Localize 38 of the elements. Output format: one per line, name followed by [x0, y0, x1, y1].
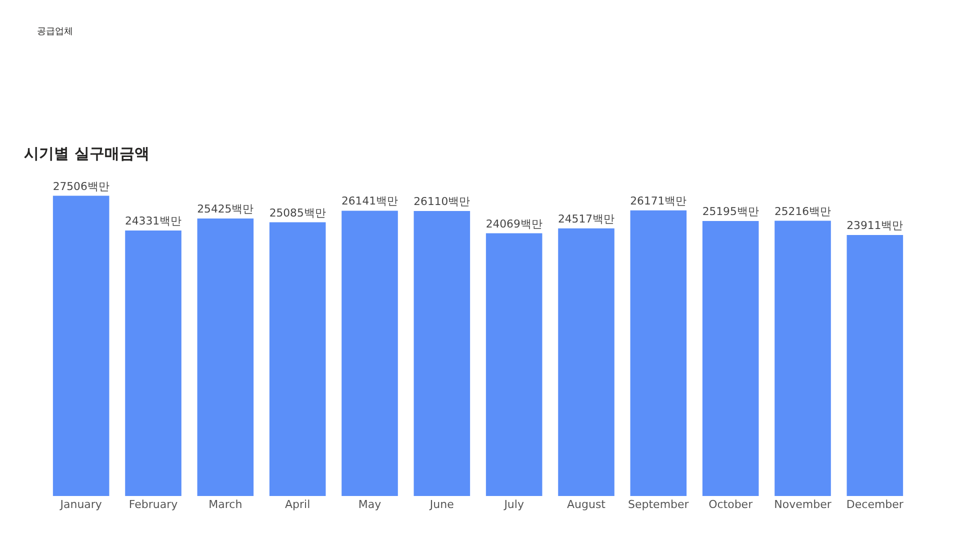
bar — [486, 233, 542, 496]
bar — [269, 222, 326, 496]
data-label: 26171백만 — [630, 194, 687, 208]
data-label: 24517백만 — [558, 212, 615, 226]
data-label: 26141백만 — [341, 194, 398, 208]
x-tick-label: December — [846, 498, 904, 511]
text: 공급업체 — [37, 27, 73, 37]
bar — [125, 230, 182, 496]
x-tick-label: January — [59, 498, 102, 511]
bar — [342, 210, 398, 496]
data-label: 27506백만 — [52, 180, 110, 193]
data-label: 25085백만 — [269, 206, 326, 220]
data-label: 26110백만 — [414, 195, 470, 208]
data-label: 23911백만 — [846, 219, 904, 232]
x-tick-label: May — [358, 498, 382, 511]
x-tick-label: November — [774, 498, 832, 511]
bar — [630, 210, 687, 496]
x-tick-label: April — [285, 498, 310, 511]
x-tick-label: September — [628, 498, 690, 511]
bar — [558, 228, 614, 496]
bar — [702, 221, 759, 496]
bar — [197, 218, 254, 496]
bar — [774, 220, 831, 496]
x-tick-label: March — [208, 498, 242, 511]
data-label: 24069백만 — [486, 217, 542, 230]
x-tick-label: October — [708, 498, 754, 511]
x-tick-label: August — [567, 498, 606, 511]
data-label: 25216백만 — [774, 204, 832, 218]
bar — [52, 196, 110, 496]
data-label: 25195백만 — [702, 205, 759, 218]
chart-title: 시기별 실구매금액 — [24, 144, 150, 162]
x-tick-label: July — [503, 498, 524, 511]
x-tick-label: February — [128, 498, 178, 511]
data-label: 25425백만 — [197, 202, 254, 216]
bar — [846, 235, 904, 496]
x-tick-label: June — [428, 498, 454, 511]
bar — [414, 211, 470, 496]
data-label: 24331백만 — [124, 214, 182, 228]
